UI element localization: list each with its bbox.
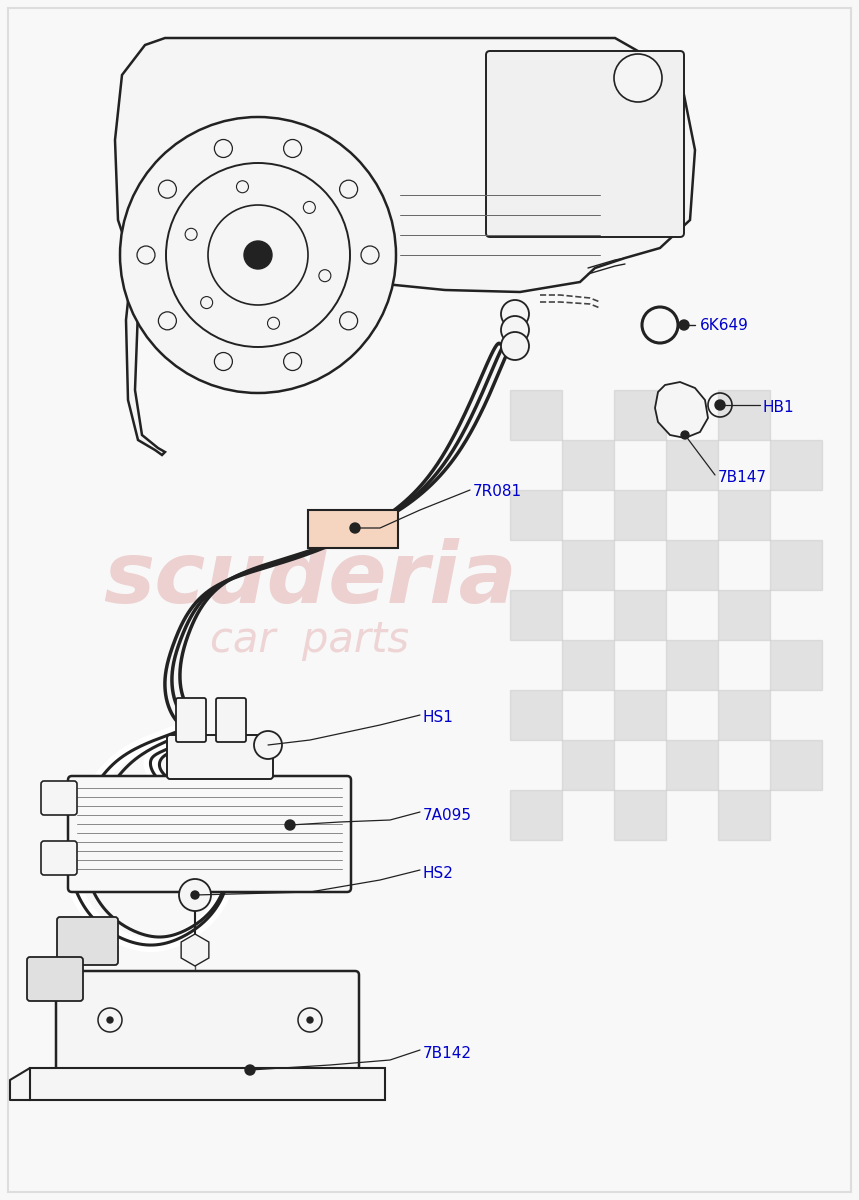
Circle shape xyxy=(245,1066,255,1075)
Polygon shape xyxy=(30,1068,385,1100)
Circle shape xyxy=(158,180,176,198)
Bar xyxy=(562,540,614,590)
Circle shape xyxy=(98,1008,122,1032)
Circle shape xyxy=(361,246,379,264)
Bar xyxy=(718,590,770,640)
Bar xyxy=(308,510,398,548)
Circle shape xyxy=(339,180,357,198)
Bar xyxy=(510,490,562,540)
Circle shape xyxy=(208,205,308,305)
FancyBboxPatch shape xyxy=(68,776,351,892)
Circle shape xyxy=(186,228,197,240)
Circle shape xyxy=(166,163,350,347)
Polygon shape xyxy=(10,1068,30,1100)
Circle shape xyxy=(283,139,302,157)
Bar xyxy=(666,540,718,590)
Bar xyxy=(614,390,666,440)
Circle shape xyxy=(191,890,199,899)
Bar xyxy=(770,440,822,490)
Circle shape xyxy=(350,523,360,533)
Circle shape xyxy=(501,316,529,344)
Circle shape xyxy=(283,353,302,371)
Bar xyxy=(614,790,666,840)
Polygon shape xyxy=(115,38,695,455)
Circle shape xyxy=(158,312,176,330)
Bar xyxy=(718,390,770,440)
FancyBboxPatch shape xyxy=(57,917,118,965)
Text: scuderia: scuderia xyxy=(103,539,517,622)
Bar xyxy=(510,590,562,640)
Circle shape xyxy=(339,312,357,330)
Text: HS1: HS1 xyxy=(423,710,454,726)
Bar xyxy=(614,490,666,540)
Circle shape xyxy=(679,320,689,330)
Circle shape xyxy=(236,181,248,193)
Circle shape xyxy=(215,353,233,371)
Circle shape xyxy=(501,300,529,328)
Circle shape xyxy=(190,890,200,900)
Polygon shape xyxy=(655,382,708,438)
Circle shape xyxy=(319,270,331,282)
Polygon shape xyxy=(165,341,516,728)
Circle shape xyxy=(298,1008,322,1032)
Bar xyxy=(770,540,822,590)
Circle shape xyxy=(501,332,529,360)
Bar xyxy=(666,640,718,690)
Bar xyxy=(614,690,666,740)
Bar xyxy=(666,440,718,490)
Circle shape xyxy=(263,740,273,750)
Bar xyxy=(718,490,770,540)
FancyBboxPatch shape xyxy=(27,958,83,1001)
Circle shape xyxy=(303,202,315,214)
Text: HB1: HB1 xyxy=(763,401,795,415)
Circle shape xyxy=(244,241,272,269)
Text: car  parts: car parts xyxy=(210,619,410,661)
Bar xyxy=(510,790,562,840)
Text: 7B147: 7B147 xyxy=(718,470,767,486)
FancyBboxPatch shape xyxy=(486,50,684,236)
Text: 7B142: 7B142 xyxy=(423,1045,472,1061)
Bar xyxy=(510,690,562,740)
Circle shape xyxy=(307,1018,313,1022)
Circle shape xyxy=(715,400,725,410)
Circle shape xyxy=(137,246,155,264)
Bar xyxy=(510,390,562,440)
Circle shape xyxy=(681,431,689,439)
FancyBboxPatch shape xyxy=(41,841,77,875)
Bar xyxy=(718,790,770,840)
Circle shape xyxy=(179,878,211,911)
FancyBboxPatch shape xyxy=(167,734,273,779)
Text: 7R081: 7R081 xyxy=(473,485,522,499)
FancyBboxPatch shape xyxy=(216,698,246,742)
Bar xyxy=(770,740,822,790)
Circle shape xyxy=(254,731,282,758)
Circle shape xyxy=(107,1018,113,1022)
Bar xyxy=(562,740,614,790)
Circle shape xyxy=(215,139,233,157)
Bar xyxy=(614,590,666,640)
Bar xyxy=(562,640,614,690)
Circle shape xyxy=(201,296,213,308)
Circle shape xyxy=(267,317,279,329)
Circle shape xyxy=(285,820,295,830)
Circle shape xyxy=(120,116,396,392)
Bar xyxy=(562,440,614,490)
FancyBboxPatch shape xyxy=(41,781,77,815)
Bar xyxy=(666,740,718,790)
Bar xyxy=(770,640,822,690)
Text: 6K649: 6K649 xyxy=(700,318,749,332)
Text: 7A095: 7A095 xyxy=(423,808,472,822)
FancyBboxPatch shape xyxy=(176,698,206,742)
Polygon shape xyxy=(181,934,209,966)
Bar xyxy=(718,690,770,740)
FancyBboxPatch shape xyxy=(56,971,359,1074)
Text: HS2: HS2 xyxy=(423,865,454,881)
Circle shape xyxy=(614,54,662,102)
